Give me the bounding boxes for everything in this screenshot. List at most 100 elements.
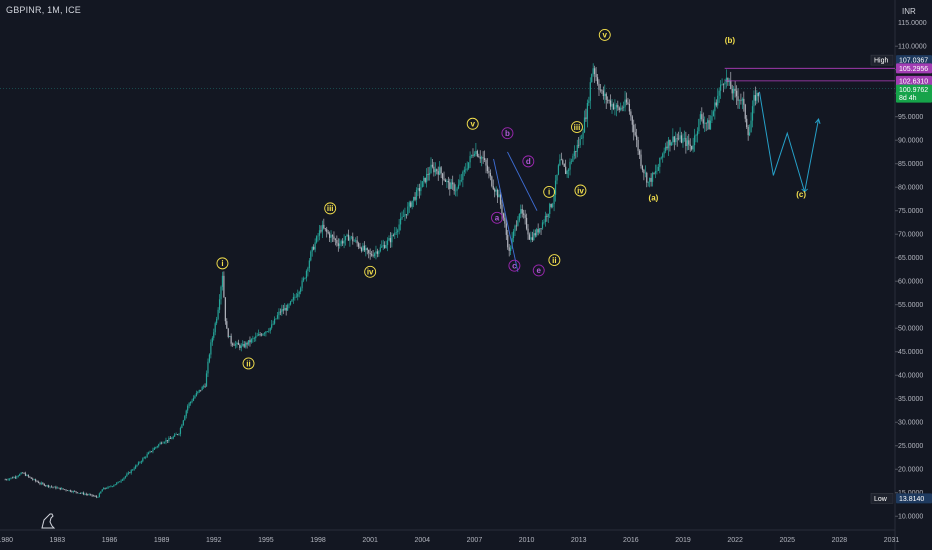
candle-body	[14, 477, 16, 478]
candle-body	[266, 331, 268, 332]
candle-body	[547, 213, 549, 217]
candle-body	[556, 174, 558, 181]
candle-body	[278, 311, 280, 316]
candle-body	[585, 117, 587, 119]
candle-body	[407, 206, 409, 215]
price-tick-label: 110.0000	[898, 44, 927, 51]
wave-circle	[548, 254, 561, 267]
price-tick-label: 90.0000	[898, 138, 923, 145]
candle-body	[85, 494, 87, 495]
candle-body	[208, 354, 211, 362]
candle-body	[342, 241, 344, 244]
candle-body	[439, 167, 441, 175]
candle-body	[717, 95, 719, 106]
candle-body	[567, 169, 570, 171]
candle-body	[494, 189, 496, 192]
candle-body	[249, 340, 251, 343]
candle-body	[576, 144, 578, 152]
candle-body	[395, 232, 397, 233]
candle-body	[594, 68, 596, 75]
candle-body	[79, 493, 82, 494]
candle-body	[314, 242, 316, 250]
candle-body	[288, 304, 290, 306]
candle-body	[230, 335, 232, 344]
candle-body	[636, 135, 638, 140]
candle-body	[310, 251, 312, 261]
candle-body	[660, 157, 662, 159]
candle-body	[609, 100, 612, 107]
candle-body	[35, 479, 37, 482]
candle-body	[62, 488, 64, 490]
candle-body	[226, 321, 228, 329]
candle-body	[181, 424, 183, 429]
candle-body	[82, 492, 85, 495]
candle-body	[750, 120, 752, 133]
candle-body	[398, 224, 400, 231]
candle-body	[84, 494, 86, 495]
candle-body	[159, 442, 161, 445]
high-tag-text: 107.0367	[899, 58, 928, 65]
candle-body	[221, 275, 224, 287]
tradingview-logo[interactable]	[41, 513, 56, 529]
time-tick-label: 2031	[884, 537, 900, 544]
candle-body	[524, 214, 526, 218]
candle-body	[231, 343, 234, 345]
candle-body	[549, 203, 551, 214]
candle-body	[459, 180, 461, 185]
candle-body	[189, 401, 192, 404]
candle-body	[210, 342, 212, 355]
candle-body	[268, 330, 270, 332]
candle-body	[644, 172, 646, 174]
candle-body	[203, 386, 205, 387]
candle-body	[56, 487, 58, 489]
candle-body	[582, 132, 584, 139]
wave-circle-purple	[508, 259, 521, 272]
candle-body	[711, 115, 713, 121]
candle-body	[260, 334, 263, 336]
candle-body	[134, 465, 137, 469]
candle-body	[368, 249, 370, 253]
candle-body	[533, 233, 535, 240]
candle-body	[53, 486, 56, 488]
candle-body	[641, 165, 644, 170]
candle-body	[705, 122, 707, 124]
price-tick-label: 35.0000	[898, 396, 923, 403]
candle-body	[279, 311, 281, 313]
candle-body	[689, 144, 691, 146]
time-tick-label: 2013	[571, 537, 587, 544]
candle-body	[714, 102, 716, 112]
candle-body	[114, 484, 116, 486]
candle-body	[352, 236, 354, 242]
candle-body	[269, 327, 271, 331]
candle-body	[408, 202, 410, 207]
candle-body	[413, 196, 415, 201]
price-axis[interactable]: 110.0000105.0000100.000095.000090.000085…	[895, 20, 927, 521]
candle-body	[434, 169, 436, 173]
candle-body	[275, 318, 277, 320]
candle-body	[499, 194, 502, 205]
candle-body	[146, 454, 148, 458]
candle-body	[33, 479, 35, 480]
candle-body	[359, 246, 361, 248]
candle-body	[108, 486, 111, 488]
time-axis[interactable]: 1980 1983 1986 1989 1992 1995 1998 2001 2004 2007…	[0, 537, 899, 544]
candles-group	[4, 63, 759, 499]
candle-body	[709, 120, 712, 130]
last-price-tag-bg	[896, 84, 932, 103]
candle-body	[666, 146, 668, 149]
price-tick-label: 80.0000	[898, 185, 923, 192]
wave-circle	[598, 28, 611, 41]
candle-body	[528, 234, 531, 240]
candle-body	[136, 464, 138, 466]
candle-body	[495, 189, 497, 192]
candle-body	[469, 156, 471, 163]
candle-body	[595, 74, 597, 78]
candle-body	[672, 136, 674, 143]
candle-body	[667, 139, 670, 149]
candle-body	[113, 485, 115, 487]
candle-body	[725, 77, 728, 83]
candle-body	[337, 243, 339, 246]
candle-body	[663, 151, 665, 154]
